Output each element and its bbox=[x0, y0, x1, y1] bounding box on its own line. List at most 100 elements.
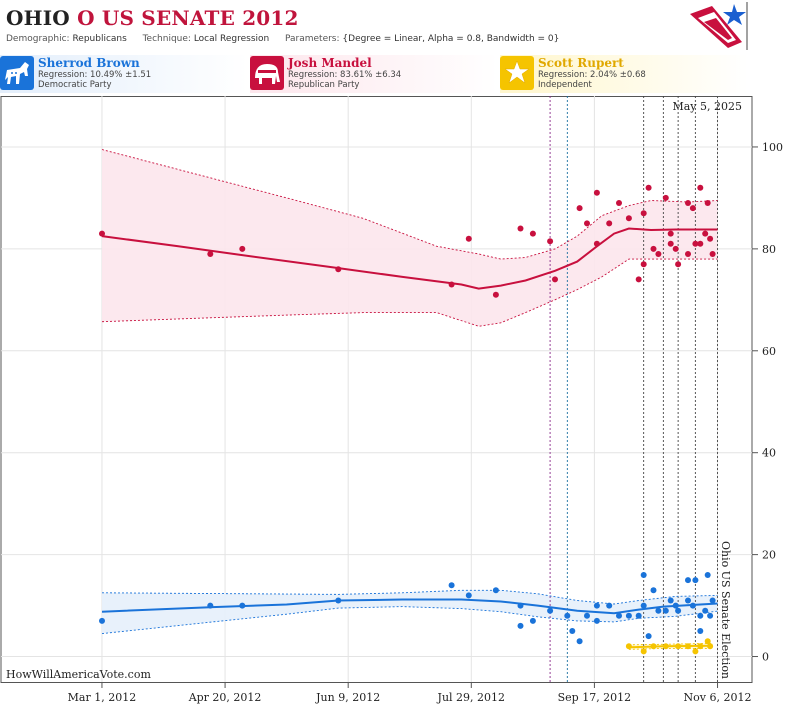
poll-point bbox=[709, 251, 716, 257]
poll-point bbox=[692, 648, 699, 655]
poll-point bbox=[635, 276, 642, 283]
candidate-regression: Regression: 83.61% ±6.34 bbox=[288, 70, 402, 80]
regression-lines bbox=[101, 149, 718, 650]
x-tick-label: Jun 9, 2012 bbox=[315, 691, 380, 704]
poll-point bbox=[640, 602, 647, 609]
poll-point bbox=[517, 225, 524, 232]
page-title: OHIO O US SENATE 2012 bbox=[6, 6, 299, 30]
candidate-party: Democratic Party bbox=[38, 80, 112, 90]
poll-point bbox=[576, 638, 583, 645]
poll-point bbox=[564, 612, 571, 619]
poll-point bbox=[655, 251, 662, 257]
poll-point bbox=[335, 266, 342, 273]
poll-point bbox=[675, 261, 682, 268]
candidate-rupert: Scott Rupert Regression: 2.04% ±0.68 Ind… bbox=[500, 55, 748, 93]
poll-point bbox=[99, 230, 105, 237]
poll-point bbox=[625, 215, 632, 222]
election-label: Ohio US Senate Election bbox=[719, 541, 732, 679]
poll-point bbox=[547, 238, 554, 245]
poll-point bbox=[662, 643, 669, 650]
poll-point bbox=[616, 200, 622, 206]
poll-point bbox=[207, 602, 214, 609]
candidate-mandel: Josh Mandel Regression: 83.61% ±6.34 Rep… bbox=[250, 55, 498, 93]
poll-point bbox=[704, 572, 711, 578]
poll-point bbox=[667, 230, 674, 237]
poll-point bbox=[552, 276, 558, 283]
watermark[interactable]: HowWillAmericaVote.com bbox=[6, 668, 151, 681]
x-tick-label: Apr 20, 2012 bbox=[188, 691, 262, 704]
poll-point bbox=[645, 184, 652, 191]
confidence-band bbox=[102, 149, 718, 327]
poll-point bbox=[675, 643, 682, 650]
date-label: May 5, 2025 bbox=[672, 100, 742, 113]
poll-point bbox=[584, 220, 590, 227]
technique-value: Local Regression bbox=[193, 34, 270, 44]
poll-point bbox=[662, 607, 669, 614]
y-tick-label: 20 bbox=[762, 549, 776, 562]
poll-point bbox=[697, 184, 704, 191]
technique-label: Technique: bbox=[142, 34, 191, 44]
poll-point bbox=[689, 602, 696, 609]
site-logo-icon[interactable] bbox=[688, 2, 748, 50]
candidate-party: Republican Party bbox=[288, 80, 360, 90]
upper-bound-line bbox=[101, 589, 718, 605]
poll-point bbox=[569, 628, 576, 634]
poll-point bbox=[709, 597, 716, 604]
poll-point bbox=[239, 602, 246, 609]
poll-point bbox=[702, 607, 709, 614]
poll-point bbox=[635, 612, 642, 619]
poll-point bbox=[640, 210, 647, 217]
confidence-band bbox=[102, 590, 718, 634]
y-axis-ticks: 0 20 40 60 80 100 bbox=[752, 141, 783, 664]
poll-point bbox=[645, 633, 652, 640]
poll-point bbox=[650, 643, 657, 650]
poll-point bbox=[697, 240, 704, 247]
poll-point bbox=[692, 577, 699, 584]
poll-point bbox=[707, 612, 714, 619]
x-tick-label: Jul 29, 2012 bbox=[437, 691, 506, 704]
poll-point bbox=[685, 643, 691, 650]
poll-point bbox=[606, 220, 613, 227]
poll-point bbox=[707, 643, 714, 650]
candidate-party: Independent bbox=[538, 80, 592, 90]
parameters-line: Demographic: Republicans Technique: Loca… bbox=[6, 34, 559, 44]
x-axis-ticks: Mar 1, 2012 Apr 20, 2012 Jun 9, 2012 Jul 29… bbox=[68, 682, 752, 704]
lower-bound-line bbox=[101, 606, 718, 635]
lower-bound-line bbox=[101, 258, 718, 327]
elephant-icon bbox=[250, 56, 284, 90]
candidate-regression: Regression: 10.49% ±1.51 bbox=[38, 70, 152, 80]
poll-point bbox=[672, 602, 679, 609]
poll-point bbox=[655, 607, 662, 614]
donkey-icon bbox=[0, 56, 34, 90]
poll-point bbox=[640, 648, 647, 655]
poll-point bbox=[702, 230, 709, 237]
poll-point bbox=[697, 643, 704, 650]
x-tick-label: Mar 1, 2012 bbox=[68, 691, 137, 704]
poll-point bbox=[704, 200, 711, 206]
poll-point bbox=[685, 597, 691, 604]
y-tick-label: 40 bbox=[762, 447, 776, 460]
poll-point bbox=[448, 281, 455, 288]
y-tick-label: 60 bbox=[762, 345, 776, 358]
regression-line bbox=[101, 227, 718, 290]
poll-point bbox=[448, 582, 455, 589]
poll-point bbox=[707, 235, 714, 242]
candidate-name: Josh Mandel bbox=[288, 56, 372, 70]
poll-point bbox=[517, 622, 524, 629]
poll-point bbox=[672, 245, 679, 252]
poll-point bbox=[697, 612, 704, 619]
poll-point bbox=[704, 638, 711, 645]
poll-point bbox=[667, 240, 674, 247]
candidate-regression: Regression: 2.04% ±0.68 bbox=[538, 70, 646, 80]
poll-point bbox=[640, 572, 647, 578]
poll-point bbox=[692, 240, 699, 247]
star-icon bbox=[500, 56, 534, 90]
poll-point bbox=[662, 194, 669, 201]
poll-point bbox=[640, 261, 647, 268]
poll-point bbox=[584, 612, 590, 619]
poll-point bbox=[650, 587, 657, 594]
poll-point bbox=[492, 291, 499, 298]
poll-point bbox=[99, 617, 105, 624]
parameters-value: {Degree = Linear, Alpha = 0.8, Bandwidth… bbox=[342, 34, 560, 44]
y-tick-label: 0 bbox=[762, 651, 769, 664]
